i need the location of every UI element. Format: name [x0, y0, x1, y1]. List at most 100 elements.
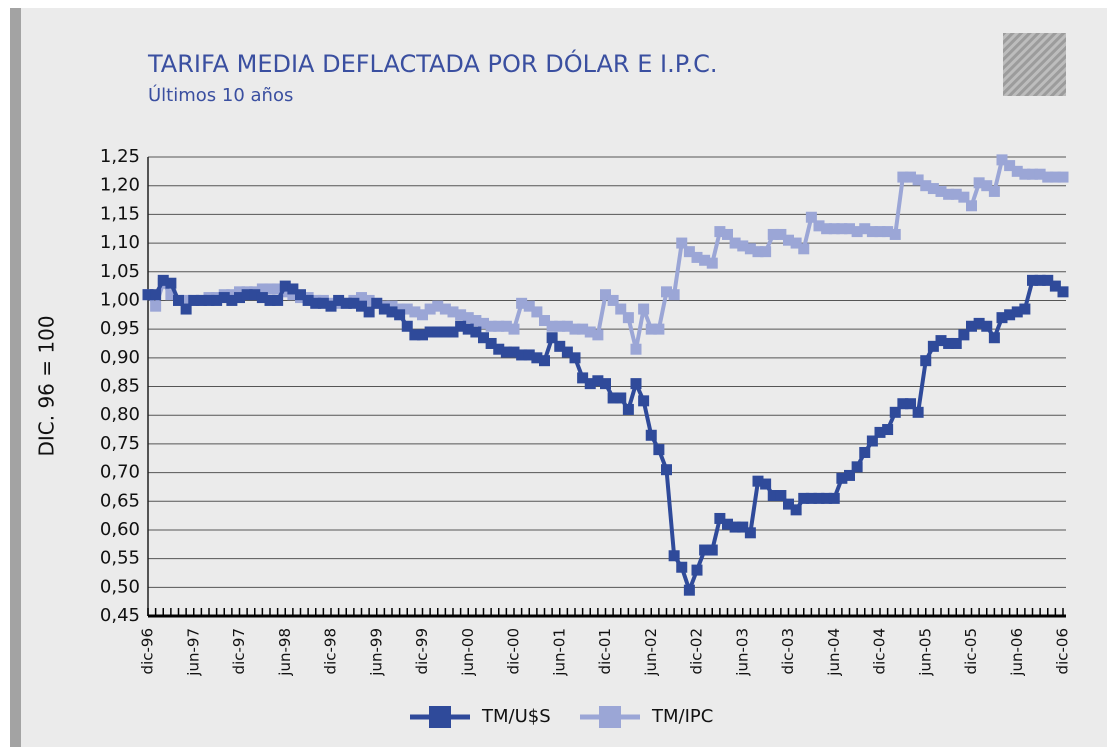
point-marker: [508, 323, 520, 335]
y-tick-label: 0,95: [100, 318, 140, 339]
point-marker: [150, 289, 162, 301]
point-marker: [638, 395, 650, 407]
x-tick-label: dic-06: [1054, 628, 1072, 674]
point-marker: [996, 154, 1008, 166]
point-marker: [302, 294, 314, 306]
point-marker: [805, 492, 817, 504]
y-tick-label: 0,75: [100, 433, 140, 454]
point-marker: [264, 283, 276, 295]
point-marker: [180, 303, 192, 315]
point-marker: [439, 326, 451, 338]
point-marker: [653, 323, 665, 335]
logo-box: [1003, 33, 1066, 96]
point-marker: [500, 320, 512, 332]
point-marker: [401, 320, 413, 332]
y-tick-label: 0,50: [100, 576, 140, 597]
point-marker: [668, 550, 680, 562]
point-marker: [767, 228, 779, 240]
point-marker: [150, 300, 162, 312]
point-marker: [523, 349, 535, 361]
point-marker: [249, 289, 261, 301]
point-marker: [844, 223, 855, 235]
point-marker: [661, 286, 672, 298]
chart-subtitle: Últimos 10 años: [148, 84, 293, 106]
y-tick-label: 0,55: [100, 548, 140, 569]
x-tick-label: dic-03: [779, 628, 797, 674]
point-marker: [988, 332, 1000, 344]
point-marker: [157, 274, 169, 286]
x-tick-label: jun-06: [1008, 628, 1026, 677]
x-tick-label: dic-00: [505, 628, 523, 674]
legend-marker: [599, 706, 621, 728]
point-marker: [142, 289, 154, 301]
point-marker: [424, 303, 436, 315]
point-marker: [180, 294, 192, 306]
y-tick-label: 0,65: [100, 490, 140, 511]
point-marker: [828, 223, 840, 235]
point-marker: [1019, 168, 1031, 180]
point-marker: [340, 297, 352, 309]
point-marker: [798, 243, 810, 255]
x-tick-label: jun-02: [642, 628, 660, 677]
point-marker: [691, 564, 703, 576]
x-tick-label: jun-01: [550, 628, 568, 677]
y-tick-label: 1,20: [100, 175, 140, 196]
point-marker: [447, 306, 459, 318]
point-marker: [1042, 171, 1054, 183]
y-tick-label: 1,05: [100, 261, 140, 282]
point-marker: [226, 294, 238, 306]
point-marker: [783, 498, 794, 510]
point-marker: [203, 294, 215, 306]
point-marker: [554, 320, 566, 332]
point-marker: [706, 544, 718, 556]
point-marker: [874, 226, 886, 238]
point-marker: [516, 297, 528, 309]
point-marker: [577, 323, 589, 335]
point-marker: [1027, 274, 1038, 286]
point-marker: [455, 320, 467, 332]
point-marker: [447, 326, 459, 338]
y-tick-label: 0,85: [100, 376, 140, 397]
y-tick-label: 0,80: [100, 404, 140, 425]
point-marker: [333, 294, 345, 306]
point-marker: [622, 312, 634, 324]
point-marker: [417, 309, 428, 321]
point-marker: [432, 300, 444, 312]
point-marker: [592, 375, 604, 387]
point-marker: [1027, 168, 1038, 180]
point-marker: [737, 521, 749, 533]
point-marker: [981, 180, 993, 192]
point-marker: [264, 294, 276, 306]
point-marker: [874, 426, 886, 438]
point-marker: [706, 257, 718, 269]
point-marker: [920, 355, 932, 367]
point-marker: [539, 355, 550, 367]
point-marker: [645, 429, 657, 441]
point-marker: [722, 518, 733, 530]
point-marker: [866, 226, 878, 238]
point-marker: [394, 303, 406, 315]
point-marker: [661, 464, 672, 476]
point-marker: [317, 297, 329, 309]
point-marker: [394, 309, 406, 321]
point-marker: [561, 346, 573, 358]
point-marker: [348, 297, 360, 309]
point-marker: [279, 286, 291, 298]
point-marker: [417, 329, 428, 341]
x-tick-label: jun-03: [733, 628, 751, 677]
point-marker: [1057, 286, 1069, 298]
point-marker: [973, 177, 985, 189]
point-marker: [859, 446, 871, 458]
point-marker: [470, 326, 482, 338]
point-marker: [958, 191, 970, 203]
point-marker: [325, 300, 337, 312]
x-tick-label: dic-01: [596, 628, 614, 674]
x-tick-label: jun-05: [916, 628, 934, 677]
point-marker: [645, 323, 657, 335]
x-tick-label: dic-04: [871, 628, 889, 674]
x-tick-label: dic-05: [962, 628, 980, 674]
point-marker: [790, 237, 802, 249]
point-marker: [1042, 274, 1054, 286]
point-marker: [912, 174, 924, 186]
y-tick-label: 0,70: [100, 462, 140, 483]
